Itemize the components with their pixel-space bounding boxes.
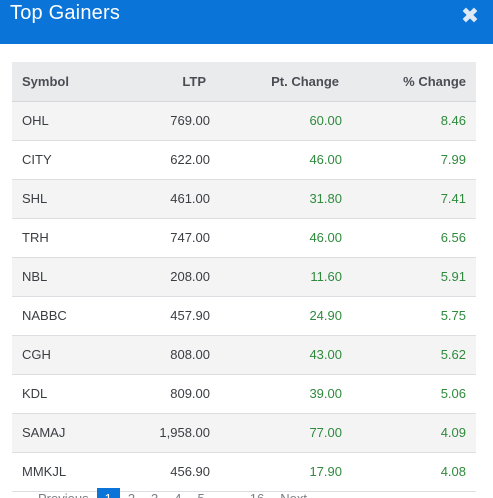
pagination-next[interactable]: Next: [272, 488, 315, 498]
cell-symbol: TRH: [22, 230, 49, 245]
pagination-previous[interactable]: Previous: [30, 488, 97, 498]
pagination: Previous 1 2 3 4 5 … 16 Next: [30, 488, 315, 498]
cell-ltp: 622.00: [170, 152, 210, 167]
cell-pt-change: 11.60: [310, 269, 342, 284]
gainers-table: Symbol LTP Pt. Change % Change OHL 769.0…: [12, 62, 476, 492]
cell-pt-change: 77.00: [309, 425, 342, 440]
cell-symbol: CITY: [22, 152, 52, 167]
cell-ltp: 747.00: [170, 230, 210, 245]
column-header-symbol[interactable]: Symbol: [12, 62, 122, 102]
cell-symbol: SHL: [22, 191, 48, 206]
gainers-table-container: Symbol LTP Pt. Change % Change OHL 769.0…: [12, 62, 476, 498]
pagination-page-16[interactable]: 16: [242, 488, 272, 498]
close-icon[interactable]: ✖: [460, 3, 480, 28]
table-row: OHL 769.00 60.00 8.46: [12, 101, 476, 140]
cell-pt-change: 60.00: [309, 113, 342, 128]
cell-pct-change: 5.62: [440, 347, 466, 362]
header-row: Symbol LTP Pt. Change % Change: [12, 62, 476, 102]
pagination-page-2[interactable]: 2: [120, 488, 143, 498]
table-row: NABBC 457.90 24.90 5.75: [12, 296, 476, 335]
cell-pct-change: 5.75: [440, 308, 466, 323]
cell-pct-change: 5.91: [440, 269, 466, 284]
cell-symbol: OHL: [22, 113, 49, 128]
cell-pct-change: 7.41: [440, 191, 466, 206]
table-row: NBL 208.00 11.60 5.91: [12, 257, 476, 296]
cell-pt-change: 46.00: [309, 230, 342, 245]
cell-pct-change: 6.56: [440, 230, 466, 245]
cell-ltp: 769.00: [170, 113, 210, 128]
cell-pct-change: 8.46: [440, 113, 466, 128]
cell-pct-change: 7.99: [440, 152, 466, 167]
pagination-ellipsis: …: [213, 488, 242, 498]
cell-pt-change: 43.00: [309, 347, 342, 362]
pagination-page-1[interactable]: 1: [96, 488, 120, 498]
pagination-page-5[interactable]: 5: [190, 488, 213, 498]
pagination-page-4[interactable]: 4: [166, 488, 189, 498]
modal-title: Top Gainers: [10, 2, 121, 24]
cell-symbol: NBL: [22, 269, 48, 284]
table-row: SHL 461.00 31.80 7.41: [12, 179, 476, 218]
table-row: KDL 809.00 39.00 5.06: [12, 374, 476, 413]
pagination-page-3[interactable]: 3: [143, 488, 166, 498]
table-body: OHL 769.00 60.00 8.46 CITY 622.00 46.00 …: [12, 101, 476, 491]
cell-symbol: KDL: [22, 386, 48, 401]
cell-pt-change: 46.00: [309, 152, 342, 167]
cell-pt-change: 17.90: [309, 464, 342, 479]
cell-ltp: 457.90: [170, 308, 210, 323]
cell-symbol: SAMAJ: [22, 425, 66, 440]
cell-pct-change: 4.08: [440, 464, 466, 479]
table-row: SAMAJ 1,958.00 77.00 4.09: [12, 413, 476, 452]
cell-ltp: 456.90: [170, 464, 210, 479]
modal-header: Top Gainers ✖: [0, 0, 493, 44]
table-row: TRH 747.00 46.00 6.56: [12, 218, 476, 257]
column-header-pct-change[interactable]: % Change: [342, 62, 476, 102]
column-header-pt-change[interactable]: Pt. Change: [210, 62, 342, 102]
cell-pt-change: 24.90: [309, 308, 342, 323]
column-header-ltp[interactable]: LTP: [122, 62, 210, 102]
cell-ltp: 809.00: [170, 386, 210, 401]
cell-ltp: 808.00: [170, 347, 210, 362]
cell-symbol: MMKJL: [22, 464, 67, 479]
cell-ltp: 461.00: [170, 191, 210, 206]
cell-symbol: NABBC: [22, 308, 67, 323]
cell-pct-change: 4.09: [440, 425, 466, 440]
cell-pt-change: 39.00: [309, 386, 342, 401]
table-row: CGH 808.00 43.00 5.62: [12, 335, 476, 374]
cell-ltp: 208.00: [170, 269, 210, 284]
cell-symbol: CGH: [22, 347, 51, 362]
cell-pct-change: 5.06: [440, 386, 466, 401]
cell-pt-change: 31.80: [309, 191, 342, 206]
table-header: Symbol LTP Pt. Change % Change: [12, 62, 476, 102]
table-row: CITY 622.00 46.00 7.99: [12, 140, 476, 179]
table-row: MMKJL 456.90 17.90 4.08: [12, 452, 476, 491]
cell-ltp: 1,958.00: [159, 425, 210, 440]
